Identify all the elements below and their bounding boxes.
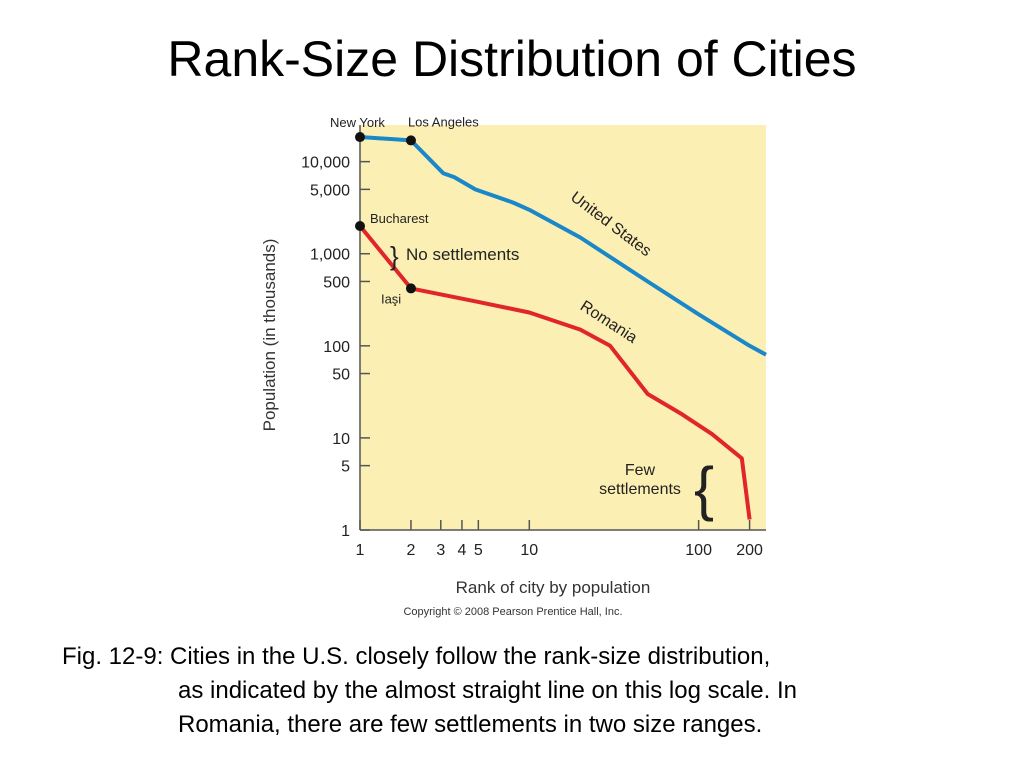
series-line-united-states (359, 135, 767, 357)
x-tick-label: 2 (407, 542, 416, 559)
y-tick-label: 1 (341, 523, 350, 540)
brace-no-settlements: } (390, 241, 399, 271)
x-tick-label: 100 (685, 542, 712, 559)
city-label-new-york: New York (330, 115, 385, 130)
slide-title: Rank-Size Distribution of Cities (167, 31, 857, 87)
city-marker-new-york (355, 132, 365, 143)
x-axis-label: Rank of city by population (456, 578, 651, 597)
city-marker-bucharest (355, 221, 365, 232)
figure-caption: Fig. 12-9: Cities in the U.S. closely fo… (62, 640, 962, 742)
few-settlements-label-line1: Few (625, 462, 656, 479)
city-label-ia-i: Iaşi (381, 291, 401, 306)
y-tick-label: 5,000 (310, 182, 350, 199)
x-tick-label: 1 (356, 542, 365, 559)
city-markers: New York Los Angeles Bucharest Iaşi (330, 114, 479, 306)
plot-area (360, 125, 766, 530)
caption-line-1: Fig. 12-9: Cities in the U.S. closely fo… (62, 643, 771, 670)
brace-few-settlements: { (694, 455, 714, 522)
x-ticks: 1 2 3 4 5 10 100 200 (356, 520, 763, 559)
x-tick-label: 3 (436, 542, 445, 559)
y-tick-label: 10 (332, 431, 350, 448)
y-tick-label: 500 (323, 274, 350, 291)
y-ticks: 1 5 10 50 100 500 1,000 5,000 10,000 (301, 155, 370, 540)
series-line-romania (358, 224, 752, 520)
y-axis-label: Population (in thousands) (260, 239, 279, 432)
copyright-text: Copyright © 2008 Pearson Prentice Hall, … (403, 606, 622, 618)
x-tick-label: 200 (736, 542, 763, 559)
caption-line-3: Romania, there are few settlements in tw… (178, 711, 763, 738)
city-label-los-angeles: Los Angeles (408, 114, 479, 129)
city-label-bucharest: Bucharest (370, 211, 429, 226)
y-tick-label: 10,000 (301, 155, 350, 172)
x-tick-label: 4 (457, 542, 466, 559)
no-settlements-label: No settlements (406, 245, 519, 264)
city-marker-los-angeles (405, 135, 416, 146)
y-tick-label: 1,000 (310, 247, 350, 264)
x-tick-label: 5 (474, 542, 483, 559)
series-lines (358, 135, 767, 520)
y-tick-label: 100 (323, 339, 350, 356)
caption-line-2: as indicated by the almost straight line… (178, 677, 798, 704)
x-tick-label: 10 (520, 542, 538, 559)
few-settlements-label-line2: settlements (599, 481, 681, 498)
y-tick-label: 5 (341, 459, 350, 476)
y-tick-label: 50 (332, 367, 350, 384)
city-marker-ia-i (405, 283, 416, 294)
